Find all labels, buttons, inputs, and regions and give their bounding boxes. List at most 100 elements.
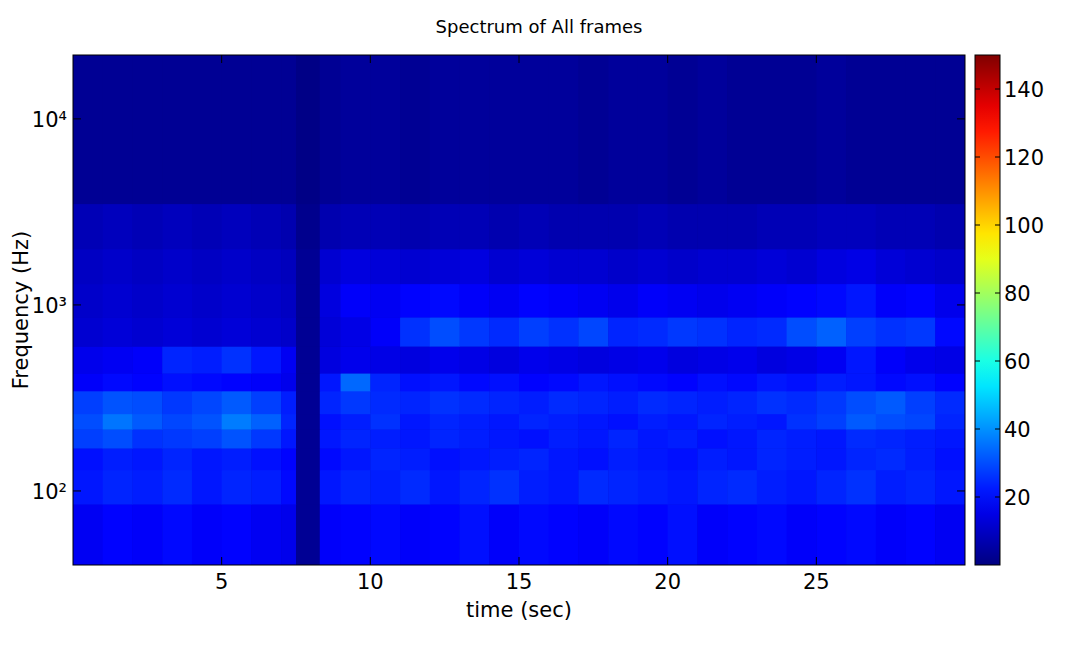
cell <box>846 429 876 448</box>
title: Spectrum of All frames <box>436 16 643 37</box>
cell <box>132 204 162 250</box>
cell <box>400 249 430 284</box>
cell <box>608 373 638 391</box>
cell <box>341 414 371 430</box>
cell <box>787 249 817 284</box>
cell <box>370 391 400 414</box>
cell <box>251 346 281 373</box>
colorbar-tick-label: 80 <box>1004 282 1031 306</box>
cell <box>668 429 698 448</box>
cell <box>906 391 936 414</box>
cell <box>519 414 549 430</box>
cell <box>697 448 727 470</box>
y-tick-label: 10² <box>32 480 67 504</box>
cell <box>400 504 430 565</box>
cell <box>192 429 222 448</box>
cell <box>370 204 400 250</box>
cell <box>816 391 846 414</box>
cell <box>906 204 936 250</box>
cell <box>727 55 757 204</box>
cell <box>519 204 549 250</box>
cell <box>370 55 400 204</box>
cell <box>251 391 281 414</box>
cell <box>320 55 341 204</box>
cell <box>876 373 906 391</box>
cell <box>370 470 400 505</box>
cell <box>876 284 906 318</box>
cell <box>876 429 906 448</box>
cell <box>103 448 133 470</box>
cell <box>906 317 936 346</box>
cell <box>132 55 162 204</box>
cell <box>906 504 936 565</box>
x-tick <box>667 55 668 63</box>
cell <box>608 504 638 565</box>
cell <box>222 414 252 430</box>
cell <box>222 317 252 346</box>
cell <box>816 429 846 448</box>
x-tick-label: 15 <box>506 570 533 594</box>
cell <box>430 55 460 204</box>
cell <box>251 470 281 505</box>
cell <box>846 204 876 250</box>
cell <box>727 391 757 414</box>
cell <box>460 448 490 470</box>
cell <box>489 391 519 414</box>
cell <box>727 346 757 373</box>
cell <box>430 391 460 414</box>
cell <box>935 504 965 565</box>
x-tick <box>221 557 222 565</box>
colorbar-tick <box>995 225 1000 226</box>
cell <box>222 249 252 284</box>
cell <box>192 414 222 430</box>
cell <box>668 373 698 391</box>
cell <box>549 504 579 565</box>
cell <box>341 470 371 505</box>
cell <box>132 346 162 373</box>
cell <box>727 284 757 318</box>
cell <box>400 448 430 470</box>
cell <box>757 55 787 204</box>
cell <box>370 429 400 448</box>
colorbar-tick <box>975 89 980 90</box>
cell <box>222 470 252 505</box>
cell <box>906 429 936 448</box>
cell <box>787 284 817 318</box>
cell <box>281 317 296 346</box>
cell <box>876 346 906 373</box>
cell <box>816 504 846 565</box>
colorbar-tick-label: 40 <box>1004 418 1031 442</box>
cell <box>906 284 936 318</box>
colorbar-tick <box>975 429 980 430</box>
cell <box>296 448 320 470</box>
cell <box>400 317 430 346</box>
cell <box>519 373 549 391</box>
cell <box>846 284 876 318</box>
cell <box>489 414 519 430</box>
cell <box>251 284 281 318</box>
cell <box>320 317 341 346</box>
cell <box>578 429 608 448</box>
cell <box>787 429 817 448</box>
cell <box>192 346 222 373</box>
cell <box>222 284 252 318</box>
cell <box>519 504 549 565</box>
cell <box>430 204 460 250</box>
cell <box>876 55 906 204</box>
x-axis-title: time (sec) <box>466 598 572 622</box>
cell <box>668 448 698 470</box>
cell <box>341 448 371 470</box>
cell <box>935 391 965 414</box>
cell <box>400 284 430 318</box>
cell <box>320 373 341 391</box>
y-tick <box>957 118 965 119</box>
cell <box>489 317 519 346</box>
cell <box>460 346 490 373</box>
cell <box>697 373 727 391</box>
cell <box>549 55 579 204</box>
cell <box>281 391 296 414</box>
cell <box>192 373 222 391</box>
cell <box>608 317 638 346</box>
y-tick <box>73 118 81 119</box>
colorbar-tick <box>975 157 980 158</box>
